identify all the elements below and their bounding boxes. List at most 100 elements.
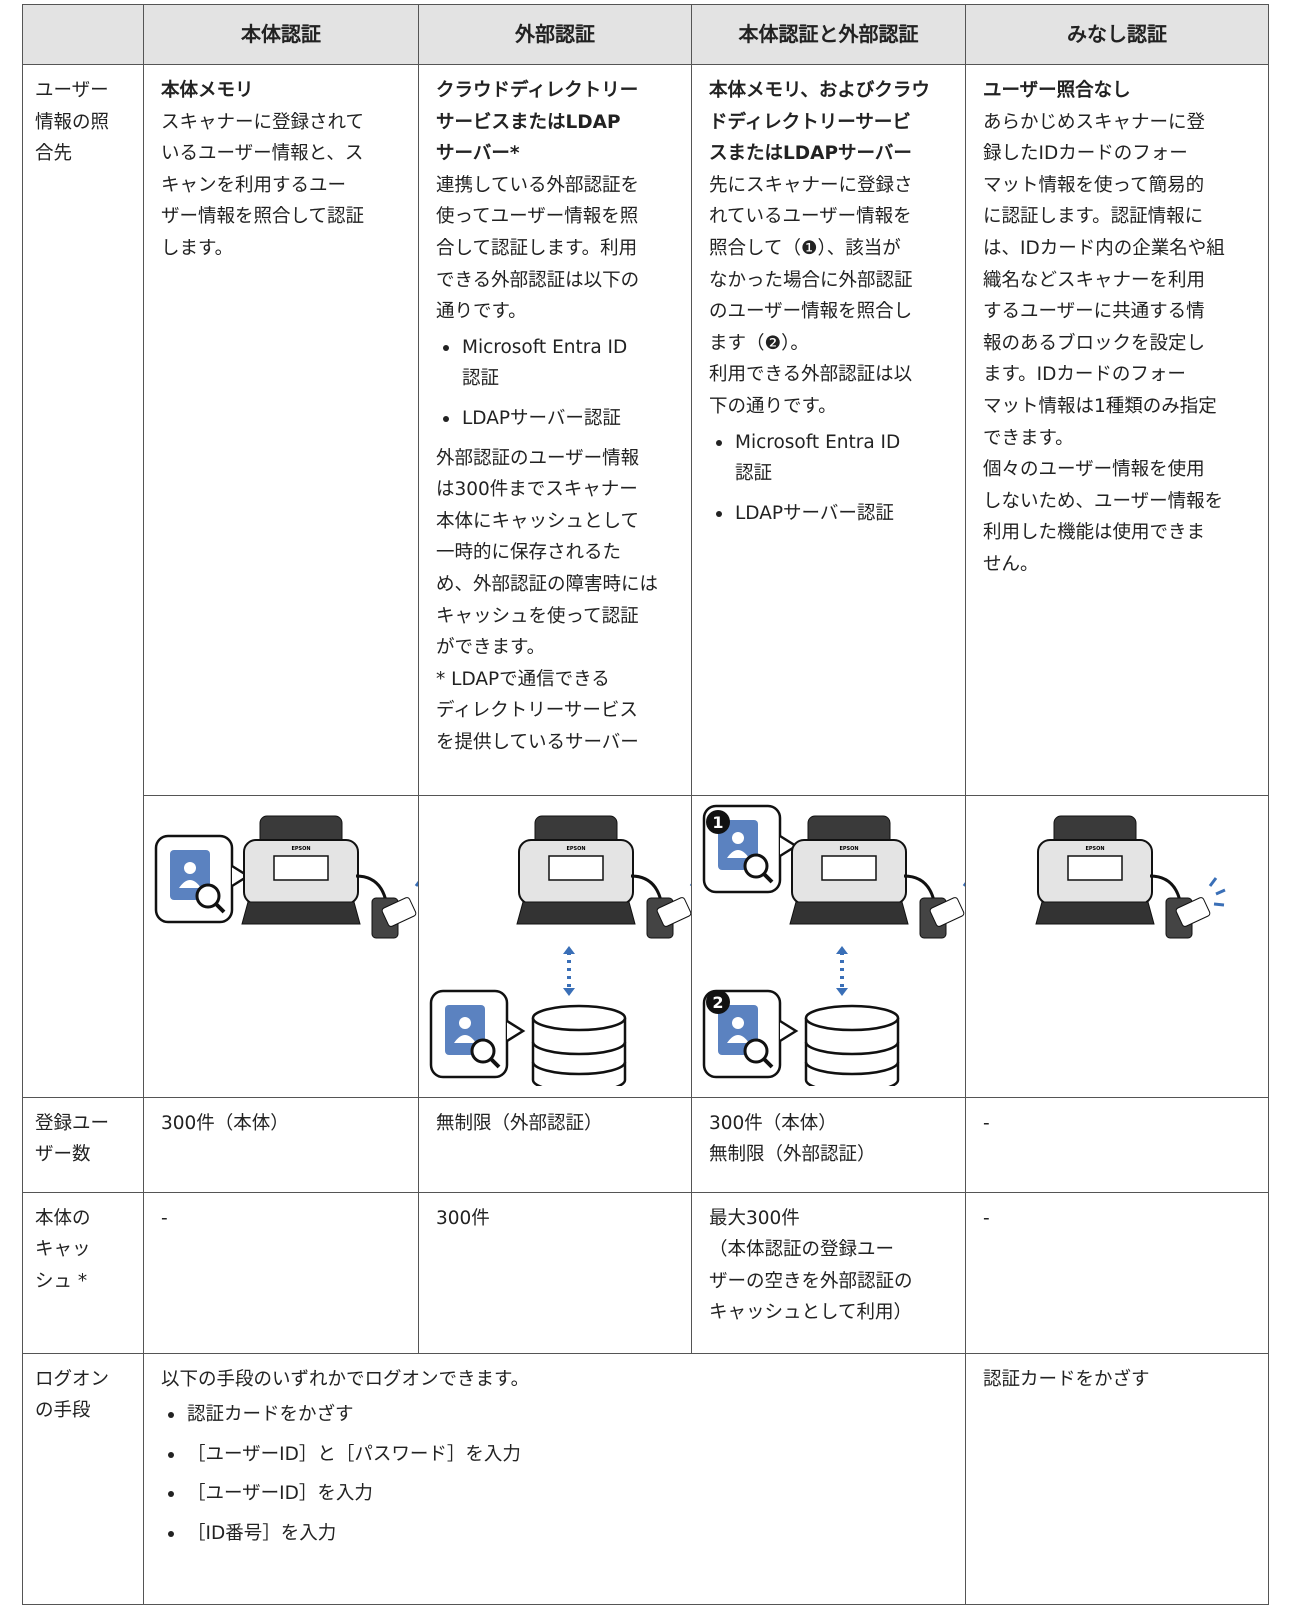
text-line: 通りです。: [436, 301, 527, 323]
printer-screen: [273, 855, 329, 881]
text-line: 300件（本体）: [161, 1112, 289, 1134]
cell-body: 300件（本体）: [161, 1108, 410, 1140]
text-line: ［ユーザーID］と［パスワード］を入力: [187, 1443, 521, 1465]
text-line: 外部認証のユーザー情報: [436, 447, 640, 469]
text-line: ザー情報を照合して認証: [161, 206, 364, 228]
text-line: ［ID番号］を入力: [187, 1522, 337, 1544]
text-line: 認証カードをかざす: [983, 1368, 1150, 1390]
cell: EPSON: [418, 795, 707, 1098]
text-line: マット情報を使って簡易的: [983, 174, 1205, 196]
cell: 300件: [418, 1191, 692, 1354]
bullet-item: LDAPサーバー認証: [709, 498, 957, 530]
text-line: 使ってユーザー情報を照: [436, 206, 639, 228]
text-line: 300件: [436, 1207, 490, 1229]
header-cell: 本体認証と外部認証: [691, 4, 966, 65]
signal: [962, 877, 980, 907]
cable: [630, 874, 663, 902]
text-line: め、外部認証の障害時には: [436, 573, 659, 595]
cell-heading: ユーザー照合なし: [983, 75, 1260, 107]
corner-cell: [22, 4, 144, 65]
bullet-item: Microsoft Entra ID 認証: [709, 427, 957, 490]
row-label: 登録ユー ザー数: [22, 1096, 144, 1193]
database-top: [531, 1004, 627, 1032]
cell-body: スキャナーに登録されて いるユーザー情報と、ス キャンを利用するユー ザー情報を照合し…: [161, 107, 410, 265]
cell: -: [965, 1191, 1269, 1354]
cell-heading: 本体メモリ: [161, 75, 410, 107]
text-line: * LDAPで通信できる: [436, 668, 610, 690]
printer-tray: [241, 901, 361, 925]
text-line: を提供しているサーバー: [436, 731, 639, 753]
cell-body: あらかじめスキャナーに登 録したIDカードのフォー マット情報を使って簡易的 に認証し…: [983, 107, 1260, 581]
text-line: サーバー*: [436, 143, 520, 165]
text-line: ドディレクトリーサービ: [709, 111, 911, 133]
text-line: しないため、ユーザー情報を: [983, 490, 1224, 512]
text-line: ディレクトリーサービス: [436, 700, 638, 722]
text-line: スまたはLDAPサーバー: [709, 143, 912, 165]
text-line: 無制限（外部認証）: [436, 1112, 603, 1134]
text-line: 情報の照: [35, 111, 110, 133]
cell: 本体メモリ スキャナーに登録されて いるユーザー情報と、ス キャンを利用するユー ザー情…: [143, 64, 419, 796]
cell-body: 先にスキャナーに登録さ れているユーザー情報を 照合して（❶）、該当が なかった場合に…: [709, 170, 957, 423]
text-line: 報のあるブロックを設定し: [983, 332, 1206, 354]
header-cell: 外部認証: [418, 4, 692, 65]
text-line: ［ユーザーID］を入力: [187, 1483, 373, 1505]
text-line: 認証: [735, 463, 773, 485]
cell-body: 以下の手段のいずれかでログオンできます。: [161, 1364, 957, 1396]
row: ログオン の手段 以下の手段のいずれかでログオンできます。 認証カードをかざす ［ユー…: [22, 1352, 1269, 1605]
text-line: の手段: [35, 1400, 91, 1422]
text-line: のユーザー情報を照合し: [709, 301, 913, 323]
text-line: 連携している外部認証を: [436, 174, 639, 196]
cell: クラウドディレクトリー サービスまたはLDAP サーバー* 連携している外部認証を 使っ…: [418, 64, 692, 796]
magnifier: [195, 883, 221, 909]
bullet-item: ［ユーザーID］と［パスワード］を入力: [161, 1439, 957, 1471]
text-line: サービスまたはLDAP: [436, 111, 621, 133]
row: 本体の キャッ シュ * - 300件 最大300件 （本体認証の登録ユー ザーの空きを…: [22, 1191, 1269, 1354]
cell-body: 無制限（外部認証）: [436, 1108, 683, 1140]
text-line: スキャナーに登録されて: [161, 111, 364, 133]
text-line: -: [161, 1207, 168, 1229]
text-line: できる外部認証は以下の: [436, 269, 640, 291]
text-line: キャッシュとして利用）: [709, 1302, 912, 1324]
bullet-list: Microsoft Entra ID 認証 LDAPサーバー認証: [709, 427, 957, 530]
text-line: ザー数: [35, 1144, 91, 1166]
cell: 本体メモリ、およびクラウ ドディレクトリーサービ スまたはLDAPサーバー 先にスキャ…: [691, 64, 966, 796]
illustration-row: EPSON EPSON EPSON 1 2 EPSON: [23, 795, 1269, 1098]
text-line: あらかじめスキャナーに登: [983, 111, 1206, 133]
text-line: 以下の手段のいずれかでログオンできます。: [161, 1368, 530, 1390]
text-line: 無制限（外部認証）: [709, 1144, 876, 1166]
text-line: 個々のユーザー情報を使用: [983, 459, 1205, 481]
row: 登録ユー ザー数 300件（本体） 無制限（外部認証） 300件（本体） 無制限（外…: [22, 1096, 1269, 1193]
cell-body: 300件（本体） 無制限（外部認証）: [709, 1108, 957, 1171]
brand: EPSON: [839, 846, 858, 852]
id-card: [656, 897, 692, 927]
text-line: 300件（本体）: [709, 1112, 837, 1134]
cell-heading: 本体メモリ、およびクラウ ドディレクトリーサービ スまたはLDAPサーバー: [709, 75, 957, 170]
text-line: 認証: [462, 368, 500, 390]
text-line: 最大300件: [709, 1207, 800, 1229]
printer-tray: [516, 901, 636, 925]
row: ユーザー 情報の照 合先 本体メモリ スキャナーに登録されて いるユーザー情報と、ス キャ…: [22, 64, 1269, 1098]
cell: EPSON 1 2: [691, 795, 980, 1098]
cell: 300件（本体）: [143, 1096, 419, 1193]
cable: [1149, 874, 1182, 902]
bullet-list: Microsoft Entra ID 認証 LDAPサーバー認証: [436, 332, 683, 435]
id-card: [381, 897, 417, 927]
magnifier: [470, 1038, 496, 1064]
text-line: は300件までスキャナー: [436, 479, 638, 501]
text-line: なかった場合に外部認証: [709, 269, 913, 291]
cell-body: 認証カードをかざす: [983, 1364, 1260, 1396]
magnifier-handle: [489, 1057, 501, 1069]
text-line: ができます。: [436, 637, 546, 659]
bubble-tail: [506, 1019, 526, 1043]
text-line: ログオン: [35, 1368, 110, 1390]
brand: EPSON: [291, 846, 310, 852]
cell: EPSON: [965, 795, 1269, 1098]
text-line: 利用できる外部認証は以: [709, 364, 913, 386]
printer-screen: [548, 855, 604, 881]
person-head: [732, 1017, 744, 1029]
illustration: EPSON: [429, 815, 707, 1094]
text-line: いるユーザー情報と、ス: [161, 143, 364, 165]
text-line: できます。: [983, 427, 1074, 449]
id-card: [1175, 897, 1211, 927]
cell: 以下の手段のいずれかでログオンできます。 認証カードをかざす ［ユーザーID］と［パ…: [143, 1352, 966, 1605]
